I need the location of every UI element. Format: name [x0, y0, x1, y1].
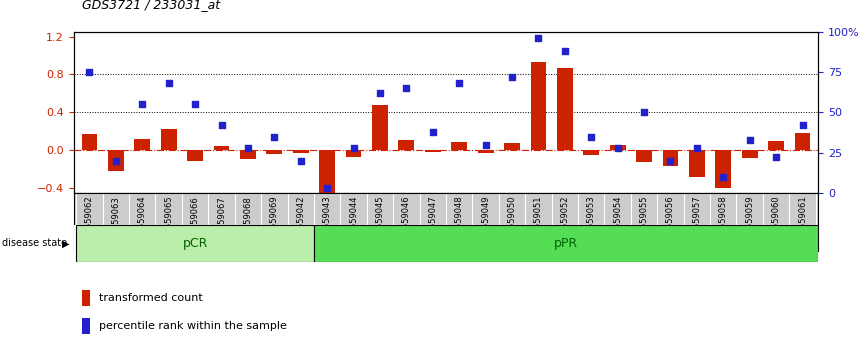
Bar [610, 144, 625, 150]
Bar [81, 134, 97, 150]
Text: GSM559056: GSM559056 [666, 196, 675, 246]
Text: GSM559043: GSM559043 [323, 196, 332, 246]
Point [399, 85, 413, 91]
Text: GSM559058: GSM559058 [719, 196, 727, 246]
Bar [372, 105, 388, 150]
Text: GSM559057: GSM559057 [693, 196, 701, 246]
Bar [478, 150, 494, 153]
Bar [504, 143, 520, 150]
Bar [689, 150, 705, 177]
Text: GSM559045: GSM559045 [376, 196, 385, 246]
Point [426, 129, 440, 135]
Text: GDS3721 / 233031_at: GDS3721 / 233031_at [82, 0, 220, 11]
Point [82, 69, 96, 75]
Text: GSM559053: GSM559053 [587, 196, 596, 246]
Bar [82, 318, 90, 334]
Point [268, 134, 281, 139]
Point [585, 134, 598, 139]
Text: GSM559067: GSM559067 [217, 196, 226, 247]
Text: GSM559059: GSM559059 [746, 196, 754, 246]
Point [188, 102, 202, 107]
Text: pPR: pPR [554, 237, 578, 250]
Point [215, 122, 229, 128]
Bar [314, 225, 818, 262]
Bar [637, 150, 652, 162]
Bar [267, 150, 282, 154]
Bar [108, 150, 124, 171]
Text: pCR: pCR [183, 237, 208, 250]
Point [294, 158, 307, 164]
Point [743, 137, 757, 143]
Text: disease state: disease state [2, 238, 67, 249]
Text: GSM559062: GSM559062 [85, 196, 94, 246]
Bar [346, 150, 361, 157]
Bar [187, 150, 203, 161]
Bar [768, 141, 784, 150]
Text: GSM559063: GSM559063 [112, 196, 120, 247]
Text: GSM559042: GSM559042 [296, 196, 305, 246]
Text: percentile rank within the sample: percentile rank within the sample [99, 321, 287, 331]
Bar [240, 150, 255, 159]
Text: GSM559069: GSM559069 [270, 196, 279, 246]
Point [637, 110, 651, 115]
Bar [398, 140, 414, 150]
Bar [715, 150, 731, 188]
Bar [82, 290, 90, 306]
Point [716, 174, 730, 180]
Bar [795, 133, 811, 150]
Bar [662, 150, 678, 166]
Text: GSM559046: GSM559046 [402, 196, 410, 246]
Bar [76, 225, 314, 262]
Text: ▶: ▶ [61, 238, 69, 249]
Text: GSM559048: GSM559048 [455, 196, 463, 246]
Bar [742, 150, 758, 158]
Point [690, 145, 704, 151]
Text: GSM559054: GSM559054 [613, 196, 622, 246]
Text: GSM559065: GSM559065 [165, 196, 173, 246]
Text: GSM559052: GSM559052 [560, 196, 569, 246]
Point [241, 145, 255, 151]
Point [109, 158, 123, 164]
Bar [584, 150, 599, 155]
Point [663, 158, 677, 164]
Text: GSM559050: GSM559050 [507, 196, 516, 246]
Text: GSM559044: GSM559044 [349, 196, 358, 246]
Text: GSM559060: GSM559060 [772, 196, 780, 246]
Point [796, 122, 810, 128]
Text: GSM559061: GSM559061 [798, 196, 807, 246]
Point [532, 35, 546, 41]
Bar [425, 150, 441, 152]
Point [611, 145, 624, 151]
Bar [293, 150, 308, 153]
Text: GSM559068: GSM559068 [243, 196, 252, 247]
Bar [557, 68, 572, 150]
Text: GSM559047: GSM559047 [429, 196, 437, 246]
Text: GSM559049: GSM559049 [481, 196, 490, 246]
Bar [134, 139, 150, 150]
Point [346, 145, 360, 151]
Bar [320, 150, 335, 202]
Point [479, 142, 493, 147]
Point [505, 74, 519, 80]
Point [373, 90, 387, 96]
Point [558, 48, 572, 54]
Text: GSM559066: GSM559066 [191, 196, 199, 247]
Text: GSM559051: GSM559051 [534, 196, 543, 246]
Point [162, 81, 176, 86]
Point [769, 155, 783, 160]
Bar [451, 142, 467, 150]
Point [320, 185, 334, 191]
Bar [214, 145, 229, 150]
Text: GSM559055: GSM559055 [640, 196, 649, 246]
Text: transformed count: transformed count [99, 293, 203, 303]
Point [135, 102, 149, 107]
Point [452, 81, 466, 86]
Bar [161, 130, 177, 150]
Bar [531, 62, 546, 150]
Text: GSM559064: GSM559064 [138, 196, 146, 246]
